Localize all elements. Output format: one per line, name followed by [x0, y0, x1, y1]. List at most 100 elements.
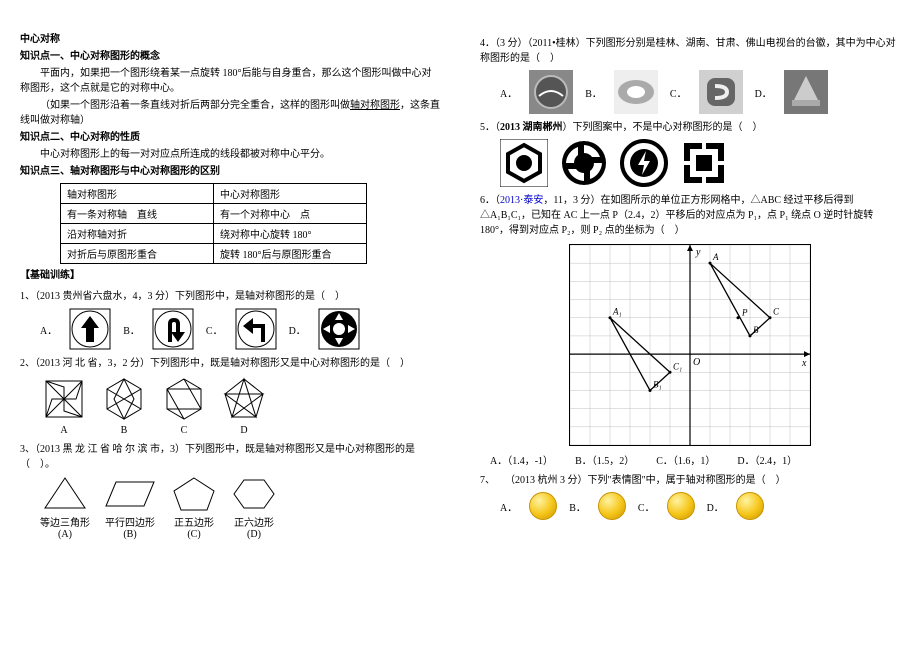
opt-label: B． — [123, 322, 140, 337]
opt-label: C． — [638, 499, 655, 514]
opt-label: C． — [206, 322, 223, 337]
k2-title: 知识点二、中心对称的性质 — [20, 130, 440, 145]
svg-text:C₁: C₁ — [673, 361, 682, 371]
q2-options: A B C D — [40, 375, 440, 436]
k1-p2-u: 轴对称图形 — [350, 100, 400, 111]
right-column: 4．（3 分）（2011•桂林）下列图形分别是桂林、湖南、甘肃、佛山电视台的台徽… — [460, 0, 920, 650]
q2: 2、（2013 河 北 省，3，2 分）下列图形中，既是轴对称图形又是中心对称图… — [20, 356, 440, 371]
opt-label: C． — [670, 85, 687, 100]
k1-title: 知识点一、中心对称图形的概念 — [20, 49, 440, 64]
eq-triangle-icon — [41, 476, 89, 512]
hexagon-star-icon — [100, 375, 148, 423]
table-row: 有一条对称轴 直线有一个对称中心 点 — [61, 204, 367, 224]
svg-text:A₁: A₁ — [612, 307, 622, 317]
cell: 沿对称轴对折 — [61, 224, 214, 244]
svg-text:C: C — [773, 307, 780, 317]
cell: 有一个对称中心 点 — [214, 204, 367, 224]
table-row: 轴对称图形中心对称图形 — [61, 184, 367, 204]
tv-logo-b-icon — [614, 70, 658, 114]
windmill-square-icon — [40, 375, 88, 423]
arrow-left-curve-icon — [235, 308, 277, 350]
q3-options: 等边三角形 (A) 平行四边形 (B) 正五边形 (C) 正六边形 (D) — [40, 476, 440, 540]
opt-label: A． — [40, 322, 57, 337]
main-title: 中心对称 — [20, 32, 440, 47]
q1-options: A． B． C． D． — [40, 308, 440, 350]
q6: 6．（2013·泰安，11，3 分）在如图所示的单位正方形网格中，△ABC 经过… — [480, 193, 900, 238]
table-row: 对折后与原图形重合旋转 180°后与原图形重合 — [61, 244, 367, 264]
opt-label: B． — [585, 85, 602, 100]
cell: 旋转 180°后与原图形重合 — [214, 244, 367, 264]
svg-text:A: A — [712, 252, 719, 262]
emoji-think-icon — [667, 492, 695, 520]
k1-p2-a: （如果一个图形沿着一条直线对折后两部分完全重合，这样的图形叫做 — [40, 100, 350, 111]
q4: 4．（3 分）（2011•桂林）下列图形分别是桂林、湖南、甘肃、佛山电视台的台徽… — [480, 36, 900, 66]
emoji-grin-icon — [736, 492, 764, 520]
cell: 轴对称图形 — [61, 184, 214, 204]
k2-p1: 中心对称图形上的每一对对应点所连成的线段都被对称中心平分。 — [20, 147, 440, 162]
emoji-shy-icon — [529, 492, 557, 520]
uturn-icon — [152, 308, 194, 350]
svg-text:B: B — [753, 325, 759, 335]
q4-options: A． B． C． D． — [500, 70, 900, 114]
opt-label: 正六边形 (D) — [234, 514, 274, 540]
train-title: 【基础训练】 — [20, 268, 440, 283]
emoji-smile-icon — [598, 492, 626, 520]
k1-p1: 平面内，如果把一个图形绕着某一点旋转 180°后能与自身重合，那么这个图形叫做中… — [20, 66, 440, 96]
opt-label: 等边三角形 (A) — [40, 514, 90, 540]
rotary-icon — [318, 308, 360, 350]
opt-label: C — [181, 425, 188, 436]
svg-text:x: x — [801, 358, 807, 369]
pentagon-star-icon — [220, 375, 268, 423]
k3-title: 知识点三、轴对称图形与中心对称图形的区别 — [20, 164, 440, 179]
opt-label: A — [60, 425, 67, 436]
opt-label: 平行四边形 (B) — [105, 514, 155, 540]
tv-logo-a-icon — [529, 70, 573, 114]
hexagon-icon — [230, 476, 278, 512]
opt-label: D． — [707, 499, 724, 514]
q6-b: 2013·泰安 — [500, 195, 543, 206]
opt-label: A． — [500, 499, 517, 514]
q5: 5．（2013 湖南郴州）下列图案中，不是中心对称图形的是（ ） — [480, 120, 900, 135]
coordinate-grid-chart: x y O A B C A₁ B₁ C₁ P — [569, 244, 811, 446]
parallelogram-icon — [102, 476, 158, 512]
opt-label: B — [121, 425, 128, 436]
recycle-icon — [560, 139, 608, 187]
q5-a: 5．（ — [480, 122, 500, 133]
opt-label: C．（1.6，1） — [656, 452, 715, 467]
q5-options — [500, 139, 900, 187]
left-column: 中心对称 知识点一、中心对称图形的概念 平面内，如果把一个图形绕着某一点旋转 1… — [0, 0, 460, 650]
hex-nut-icon — [500, 139, 548, 187]
tv-logo-d-icon — [784, 70, 828, 114]
q7: 7、 （2013 杭州 3 分）下列"表情图"中，属于轴对称图形的是（ ） — [480, 473, 900, 488]
cell: 有一条对称轴 直线 — [61, 204, 214, 224]
q3: 3、（2013 黑 龙 江 省 哈 尔 滨 市，3）下列图形中，既是轴对称图形又… — [20, 442, 440, 472]
q7-options: A． B． C． D． — [500, 492, 900, 520]
arrow-up-icon — [69, 308, 111, 350]
opt-label: D． — [755, 85, 772, 100]
svg-text:O: O — [693, 357, 700, 368]
q5-c: ）下列图案中，不是中心对称图形的是（ ） — [563, 122, 763, 133]
table-row: 沿对称轴对折绕对称中心旋转 180° — [61, 224, 367, 244]
opt-label: A． — [500, 85, 517, 100]
lightning-circle-icon — [620, 139, 668, 187]
hexagon-lines-icon — [160, 375, 208, 423]
compare-table: 轴对称图形中心对称图形 有一条对称轴 直线有一个对称中心 点 沿对称轴对折绕对称… — [60, 183, 367, 264]
svg-text:P: P — [741, 308, 748, 318]
cell: 中心对称图形 — [214, 184, 367, 204]
opt-label: B． — [569, 499, 586, 514]
svg-text:y: y — [695, 247, 701, 258]
cell: 绕对称中心旋转 180° — [214, 224, 367, 244]
svg-text:B₁: B₁ — [653, 379, 662, 389]
pentagon-icon — [170, 476, 218, 512]
q6-a: 6．（ — [480, 195, 500, 206]
q6-options: A．（1.4，-1） B．（1.5，2） C．（1.6，1） D．（2.4，1） — [490, 452, 900, 467]
cell: 对折后与原图形重合 — [61, 244, 214, 264]
opt-label: D．（2.4，1） — [737, 452, 797, 467]
opt-label: A．（1.4，-1） — [490, 452, 553, 467]
interlock-icon — [680, 139, 728, 187]
q5-b: 2013 湖南郴州 — [500, 122, 563, 133]
tv-logo-c-icon — [699, 70, 743, 114]
opt-label: D — [240, 425, 247, 436]
q1: 1、（2013 贵州省六盘水，4，3 分）下列图形中，是轴对称图形的是（ ） — [20, 289, 440, 304]
opt-label: 正五边形 (C) — [174, 514, 214, 540]
